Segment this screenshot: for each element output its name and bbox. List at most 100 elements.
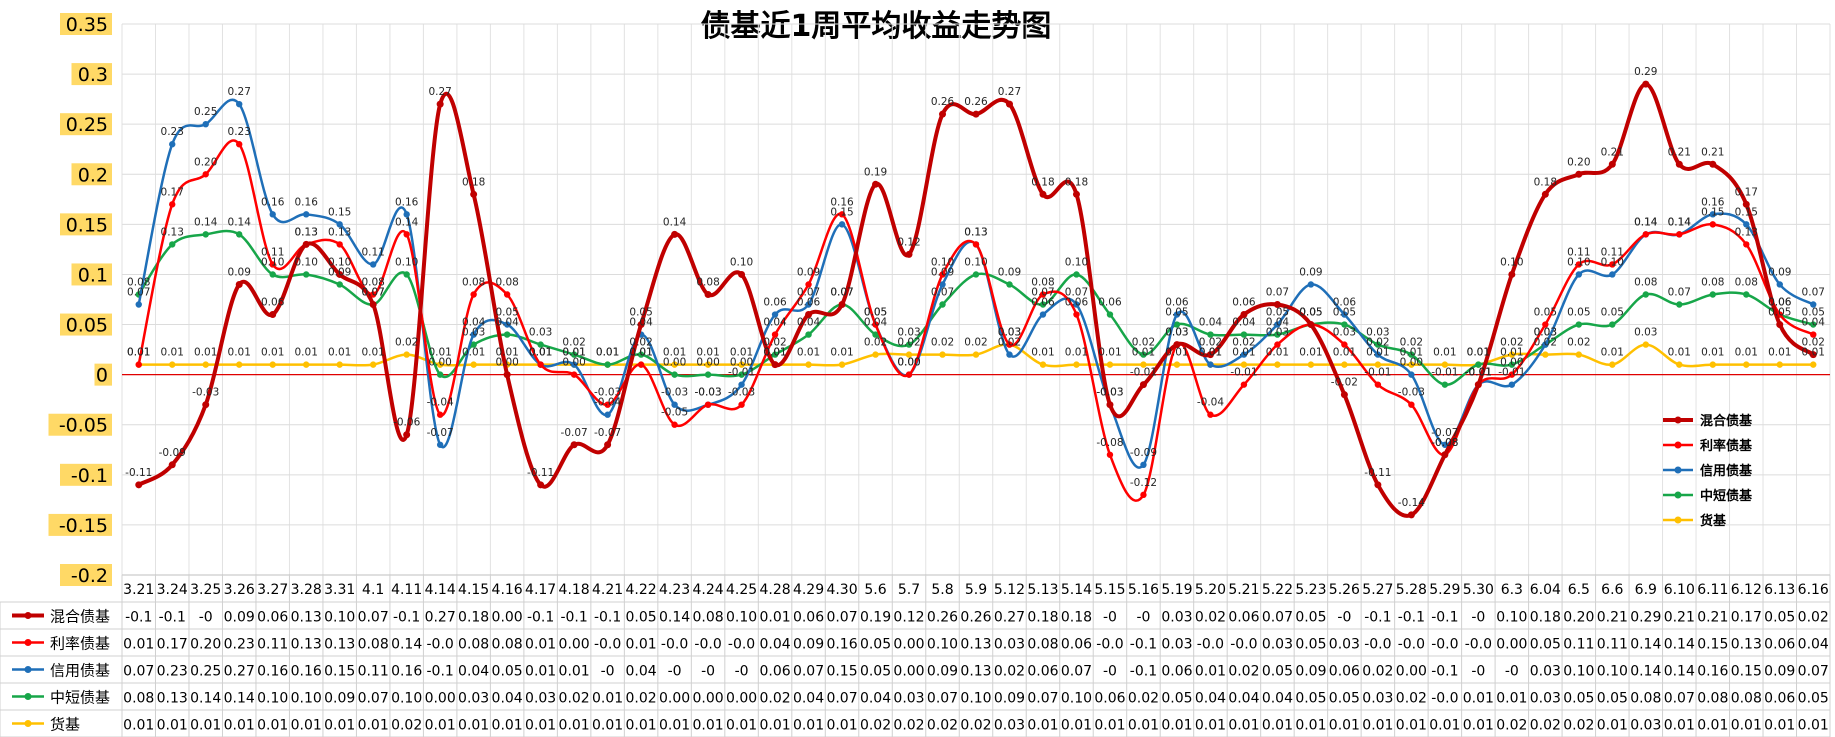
data-label: -0.03 (192, 387, 219, 399)
table-cell: 0.14 (1630, 664, 1661, 680)
x-tick-label: 3.24 (157, 582, 188, 598)
table-cell: 0.01 (793, 718, 824, 734)
table-cell: 0.01 (1228, 718, 1259, 734)
table-cell: 0.26 (960, 610, 991, 626)
table-cell: 0.06 (1027, 664, 1058, 680)
table-cell: 0.08 (1731, 691, 1762, 707)
table-cell: 0.03 (893, 691, 924, 707)
data-label: 0.14 (1634, 216, 1658, 228)
table-cell: 0.01 (1664, 718, 1695, 734)
data-label: 0.05 (1567, 307, 1590, 319)
data-point (503, 371, 511, 379)
x-tick-label: 6.5 (1568, 582, 1590, 598)
legend-marker (1674, 416, 1682, 424)
data-point (436, 361, 444, 368)
table-cell: 0.02 (1530, 718, 1561, 734)
table-cell: 0.01 (123, 637, 154, 653)
data-label: 0.13 (964, 226, 987, 238)
table-cell: 0.23 (224, 637, 255, 653)
data-point (671, 230, 679, 238)
data-label: 0.01 (1299, 347, 1322, 359)
x-tick-label: 6.9 (1635, 582, 1657, 598)
data-point (1642, 80, 1650, 88)
data-point (1809, 351, 1817, 359)
data-label: 0.00 (696, 357, 719, 369)
table-cell: 0.01 (324, 718, 355, 734)
table-cell: 0.29 (1630, 610, 1661, 626)
data-label: 0.23 (228, 126, 251, 138)
data-point (671, 401, 678, 408)
data-point (1609, 261, 1616, 268)
data-point (872, 351, 879, 358)
table-cell: -0.0 (1230, 637, 1257, 653)
table-cell: 0.06 (793, 610, 824, 626)
table-cell: 0.06 (1764, 637, 1795, 653)
table-cell: -0.1 (393, 610, 420, 626)
data-label: 0.10 (1065, 256, 1088, 268)
table-cell: 0.06 (759, 664, 790, 680)
y-tick-highlight (48, 413, 112, 436)
data-label: -0.01 (728, 367, 755, 379)
legend-label: 信用债基 (1700, 463, 1753, 479)
data-label: 0.06 (261, 297, 285, 309)
table-cell: 0.17 (157, 637, 188, 653)
table-cell: 0.15 (1697, 637, 1728, 653)
table-cell: 0.26 (927, 610, 958, 626)
data-label: 0.16 (295, 196, 319, 208)
data-label: 0.02 (1199, 337, 1222, 349)
table-cell: 0.06 (1764, 691, 1795, 707)
data-point (403, 431, 411, 439)
table-cell: -0 (1103, 664, 1117, 680)
data-point (236, 141, 243, 148)
data-point (503, 331, 511, 338)
data-point (1575, 321, 1583, 328)
data-label: 0.05 (1768, 307, 1791, 319)
data-point (503, 291, 511, 298)
table-cell: 0.02 (391, 718, 422, 734)
table-series-name: 货基 (50, 716, 80, 734)
data-label: 0.16 (395, 196, 419, 208)
data-point (704, 361, 712, 368)
table-series-name: 利率债基 (50, 635, 110, 653)
data-point (1742, 200, 1750, 208)
data-label: 0.21 (1701, 146, 1724, 158)
x-tick-label: 3.31 (324, 582, 355, 598)
table-cell: 0.14 (659, 610, 690, 626)
data-point (1575, 351, 1583, 358)
data-label: 0.05 (495, 307, 518, 319)
data-point (939, 281, 946, 288)
data-label: 0.01 (1165, 347, 1188, 359)
data-point (1140, 491, 1147, 499)
data-point (637, 351, 645, 358)
data-label: 0.07 (931, 287, 954, 299)
data-label: 0.15 (1701, 206, 1724, 218)
table-cell: -0 (601, 664, 615, 680)
table-series-name: 信用债基 (50, 662, 110, 680)
data-label: 0.09 (931, 266, 954, 278)
table-cell: 0.18 (1530, 610, 1561, 626)
data-label: 0.27 (228, 86, 251, 98)
data-label: 0.01 (1500, 347, 1523, 359)
data-label: 0.09 (1299, 266, 1322, 278)
data-point (202, 120, 209, 128)
data-point (1609, 321, 1616, 328)
data-point (1776, 321, 1784, 329)
data-label: 0.10 (730, 256, 753, 268)
table-cell: -0.0 (1431, 637, 1458, 653)
table-cell: 0.09 (224, 610, 255, 626)
y-tick-highlight (60, 313, 112, 336)
y-tick-label: 0.35 (66, 14, 108, 36)
data-point (1508, 371, 1516, 378)
data-point (1575, 261, 1583, 268)
data-label: 0.06 (797, 297, 821, 309)
data-label: 0.13 (161, 226, 184, 238)
data-label: 0.07 (1266, 287, 1289, 299)
data-label: 0.18 (1031, 176, 1054, 188)
data-label: 0.15 (830, 206, 853, 218)
data-label: -0.01 (1465, 367, 1492, 379)
table-cell: 0.09 (793, 637, 824, 653)
data-label: 0.09 (998, 266, 1021, 278)
table-cell: -0.0 (728, 637, 755, 653)
table-cell: 0.07 (826, 691, 857, 707)
table-cell: 0.01 (525, 664, 556, 680)
